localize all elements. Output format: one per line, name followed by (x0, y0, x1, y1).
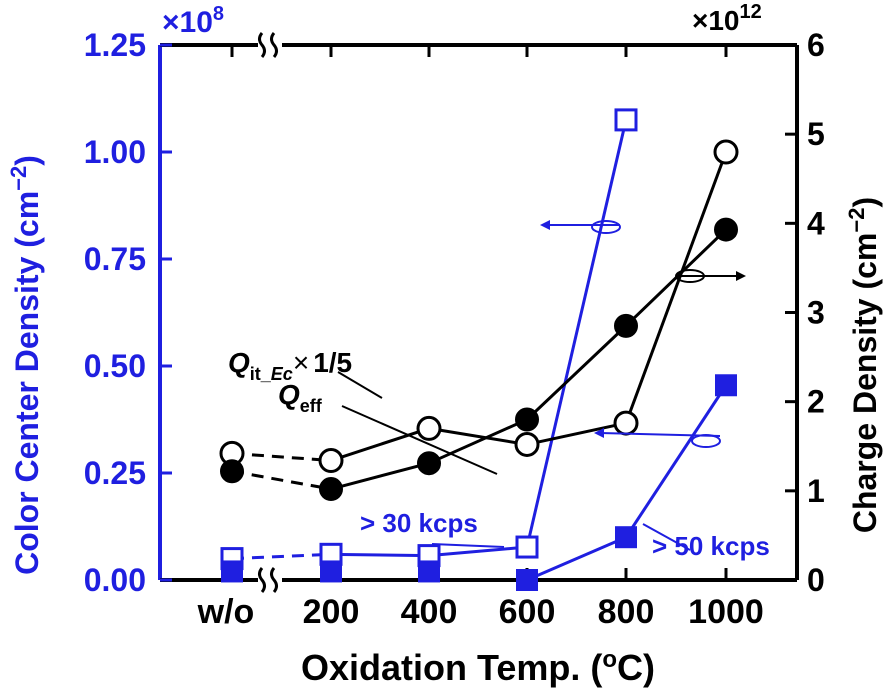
series-lines (231, 119, 728, 582)
left-arrow-lower (594, 428, 721, 448)
marker-open-circle (416, 415, 442, 441)
left-axis-multiplier: ×108 (162, 3, 224, 39)
left-tick-label: 1.25 (84, 27, 146, 63)
annotation-leaders (337, 371, 691, 551)
right-axis-ticks: 0 1 2 3 4 5 6 (785, 27, 825, 598)
left-tick-label: 0.25 (84, 455, 146, 491)
q-eff-leader (341, 405, 498, 475)
marker-filled-circle (319, 477, 343, 502)
right-axis-multiplier-exp: 12 (740, 1, 762, 23)
x-axis-title: Oxidation Temp. (oC) (301, 646, 655, 688)
left-axis-title: Color Center Density (cm−2) (6, 155, 45, 575)
marker-filled-circle (614, 313, 638, 338)
series-segment (428, 545, 528, 558)
marker-open-circle (713, 139, 739, 165)
right-tick-label: 0 (807, 562, 825, 598)
right-tick-label: 4 (807, 205, 825, 241)
marker-filled-circle (220, 459, 244, 484)
x-tick-label: 800 (598, 593, 655, 631)
marker-open-square (614, 108, 638, 132)
marker-open-circle (613, 410, 639, 436)
x-tick-label: 200 (303, 593, 360, 631)
q-it-label: Qit_Ec× 1/5 (228, 347, 352, 384)
x-tick-label: 400 (401, 593, 458, 631)
right-tick-label: 5 (807, 116, 825, 152)
marker-open-circle (318, 448, 344, 474)
marker-filled-square (418, 560, 440, 583)
series-segment (231, 552, 332, 561)
x-tick-label: 600 (499, 593, 556, 631)
x-axis-ticks: w/o 200 400 600 800 1000 (197, 45, 764, 631)
kcps50-leader (642, 523, 691, 551)
axis-arrows (540, 220, 746, 448)
top-axis-break (258, 32, 278, 58)
series-segment (624, 384, 728, 539)
bottom-axis-break (258, 567, 278, 593)
kcps30-leader (431, 543, 505, 548)
left-axis-multiplier-exp: 8 (213, 3, 224, 25)
marker-filled-square (615, 526, 637, 549)
left-tick-label: 0.75 (84, 241, 146, 277)
series-segment (231, 469, 332, 491)
q-it-leader (337, 371, 383, 399)
kcps50-label: > 50 kcps (652, 531, 770, 561)
right-axis-multiplier: ×1012 (692, 1, 762, 36)
kcps30-label: > 30 kcps (360, 508, 478, 538)
series-markers (219, 108, 739, 591)
marker-filled-circle (515, 407, 539, 432)
marker-filled-square (320, 560, 342, 583)
left-arrow-upper (540, 220, 621, 234)
series-segment (330, 426, 430, 462)
right-tick-label: 1 (807, 473, 825, 509)
plot-frame (158, 32, 799, 593)
q-eff-label: Qeff (278, 379, 323, 416)
left-tick-label: 1.00 (84, 134, 146, 170)
x-tick-label: w/o (197, 593, 255, 631)
series-segment (231, 451, 332, 463)
marker-filled-square (516, 569, 538, 591)
marker-open-square (515, 535, 539, 559)
series-segment (330, 552, 430, 558)
marker-filled-square (715, 374, 737, 397)
x-tick-label: 1000 (688, 593, 764, 631)
left-tick-label: 0.50 (84, 348, 146, 384)
series-segment (428, 426, 528, 446)
series-segment (330, 461, 430, 491)
marker-filled-circle (417, 451, 441, 476)
right-tick-label: 2 (807, 384, 825, 420)
right-tick-label: 6 (807, 27, 825, 63)
right-arrow (675, 269, 746, 283)
series-segment (428, 418, 528, 465)
series-segment (526, 421, 627, 446)
marker-filled-circle (714, 217, 738, 242)
left-tick-label: 0.00 (84, 562, 146, 598)
series-segment (624, 151, 728, 424)
right-axis-title: Charge Density (cm−2) (844, 197, 883, 533)
series-segment (525, 119, 628, 548)
series-segment (526, 535, 627, 582)
marker-open-circle (514, 431, 540, 457)
marker-filled-square (221, 560, 243, 583)
left-axis-ticks: 0.00 0.25 0.50 0.75 1.00 1.25 (84, 27, 172, 598)
series-segment (525, 324, 628, 421)
right-tick-label: 3 (807, 295, 825, 331)
